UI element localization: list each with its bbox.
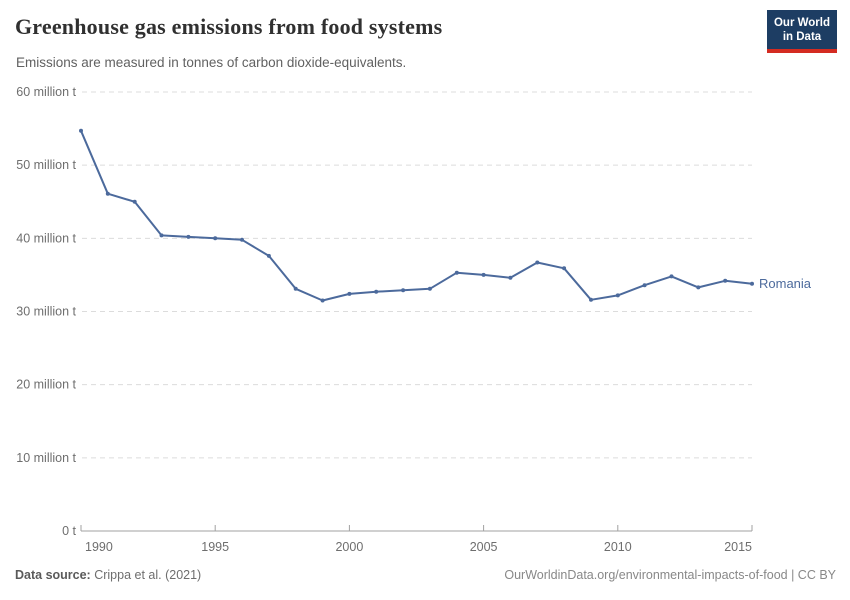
series-line[interactable] bbox=[80, 129, 753, 302]
data-point[interactable] bbox=[562, 266, 567, 271]
data-point[interactable] bbox=[401, 288, 406, 293]
data-source-label: Data source: bbox=[15, 568, 91, 582]
data-point[interactable] bbox=[427, 286, 432, 291]
data-point[interactable] bbox=[240, 237, 244, 242]
data-point[interactable] bbox=[347, 291, 352, 296]
data-source-note: Data source: Crippa et al. (2021) bbox=[15, 568, 201, 582]
page-title: Greenhouse gas emissions from food syste… bbox=[15, 14, 443, 39]
y-axis-tick-label: 60 million t bbox=[16, 85, 76, 99]
data-point[interactable] bbox=[589, 297, 593, 302]
data-point[interactable] bbox=[213, 236, 218, 241]
y-axis-tick-label: 10 million t bbox=[16, 451, 76, 465]
y-axis-tick-label: 20 million t bbox=[16, 378, 76, 392]
data-point[interactable] bbox=[132, 199, 137, 204]
data-point[interactable] bbox=[266, 253, 271, 258]
owid-logo-line2: in Data bbox=[782, 31, 822, 43]
data-source-value: Crippa et al. (2021) bbox=[90, 568, 202, 582]
data-point[interactable] bbox=[615, 293, 620, 298]
data-point[interactable] bbox=[481, 272, 486, 277]
y-axis-tick-label: 40 million t bbox=[16, 231, 76, 245]
x-axis-tick-label: 2010 bbox=[604, 540, 632, 554]
data-point[interactable] bbox=[159, 233, 164, 238]
x-axis-tick-label: 2015 bbox=[724, 540, 752, 554]
credit-link[interactable]: OurWorldinData.org/environmental-impacts… bbox=[504, 568, 836, 582]
data-point[interactable] bbox=[535, 260, 540, 265]
data-point[interactable] bbox=[79, 128, 83, 133]
owid-logo[interactable]: Our World in Data bbox=[767, 10, 837, 53]
y-axis-tick-label: 50 million t bbox=[16, 158, 76, 172]
data-point[interactable] bbox=[374, 289, 379, 294]
data-point[interactable] bbox=[669, 274, 674, 279]
y-axis-tick-label: 0 t bbox=[62, 524, 76, 538]
chart-subtitle: Emissions are measured in tonnes of carb… bbox=[16, 55, 407, 70]
x-axis-tick-label: 1995 bbox=[201, 540, 229, 554]
data-point[interactable] bbox=[642, 283, 647, 288]
chart-footer: Data source: Crippa et al. (2021) OurWor… bbox=[15, 568, 836, 582]
series-end-label[interactable]: Romania bbox=[759, 276, 812, 291]
data-point[interactable] bbox=[508, 275, 513, 280]
owid-logo-line1: Our World bbox=[773, 17, 830, 29]
data-point[interactable] bbox=[320, 298, 325, 303]
data-point[interactable] bbox=[723, 278, 728, 283]
x-axis-tick-label: 1990 bbox=[85, 540, 113, 554]
data-point[interactable] bbox=[186, 234, 191, 239]
x-axis-tick-label: 2000 bbox=[335, 540, 363, 554]
x-axis-tick-label: 2005 bbox=[470, 540, 498, 554]
data-point[interactable] bbox=[750, 281, 754, 286]
data-point[interactable] bbox=[293, 286, 298, 291]
data-point[interactable] bbox=[454, 270, 459, 275]
data-point[interactable] bbox=[105, 191, 110, 196]
data-point[interactable] bbox=[696, 285, 701, 290]
y-axis-tick-label: 30 million t bbox=[16, 305, 76, 319]
